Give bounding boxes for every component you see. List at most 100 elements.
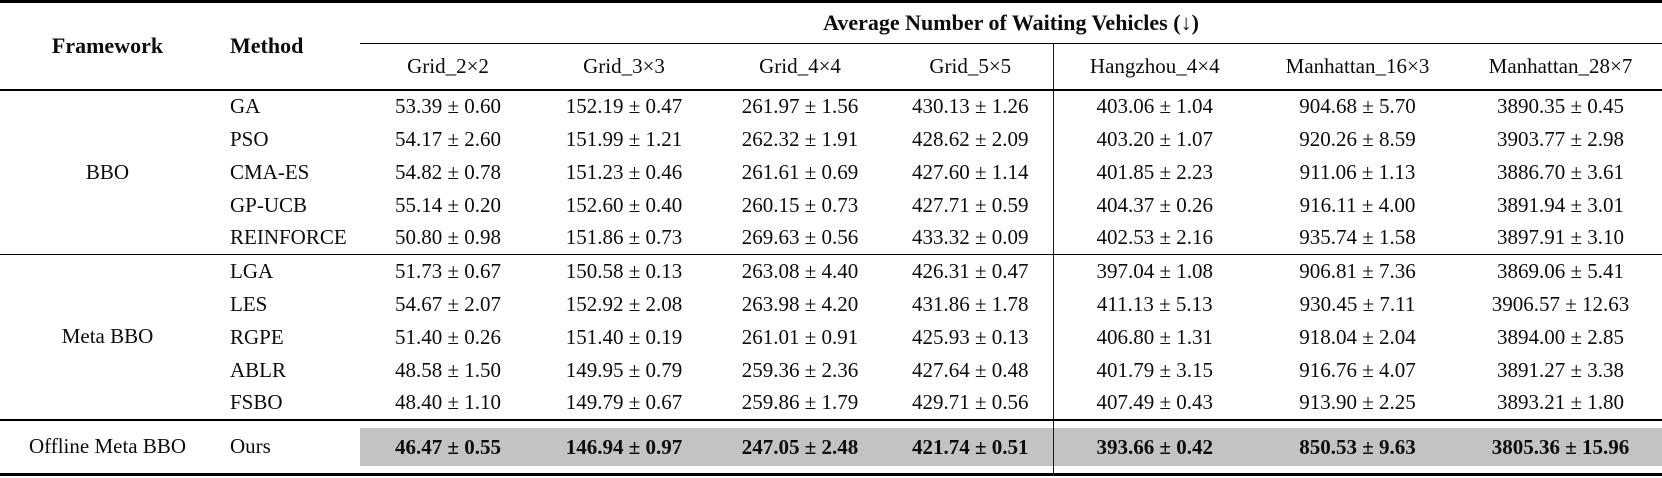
value-cell: 150.58 ± 0.13 bbox=[565, 258, 683, 283]
value-cell: 151.40 ± 0.19 bbox=[565, 324, 683, 349]
table-title: Average Number of Waiting Vehicles (↓) bbox=[360, 1, 1662, 44]
col-header-framework: Framework bbox=[51, 32, 164, 58]
value-cell: 426.31 ± 0.47 bbox=[888, 254, 1054, 288]
highlight-band: 850.53 ± 9.63 bbox=[1256, 427, 1459, 466]
col-header-manhattan28x7: Manhattan_28×7 bbox=[1488, 53, 1633, 78]
value-cell-highlighted: 393.66 ± 0.42 bbox=[1053, 420, 1256, 475]
value-cell: 151.99 ± 1.21 bbox=[565, 126, 683, 151]
col-header-grid5x5: Grid_5×5 bbox=[888, 43, 1054, 90]
highlight-band: 3805.36 ± 15.96 bbox=[1459, 427, 1662, 466]
method-cell: PSO bbox=[230, 126, 269, 151]
col-header-hangzhou4x4: Hangzhou_4×4 bbox=[1089, 53, 1220, 78]
value-cell: 920.26 ± 8.59 bbox=[1299, 126, 1416, 151]
value-cell-highlighted: 46.47 ± 0.55 bbox=[360, 420, 536, 475]
value-cell: 48.58 ± 1.50 bbox=[394, 357, 502, 382]
framework-cell: Offline Meta BBO bbox=[28, 434, 187, 458]
col-header-grid4x4: Grid_4×4 bbox=[759, 53, 841, 78]
value-cell: 51.40 ± 0.26 bbox=[394, 324, 502, 349]
group-offline-meta-bbo: Offline Meta BBO Ours 46.47 ± 0.55 146.9… bbox=[0, 419, 1662, 475]
highlight-band: 146.94 ± 0.97 bbox=[536, 427, 712, 466]
table-row: LES 54.67 ± 2.07 152.92 ± 2.08 263.98 ± … bbox=[0, 287, 1662, 321]
value-cell: 54.67 ± 2.07 bbox=[394, 291, 502, 316]
value-cell: 397.04 ± 1.08 bbox=[1096, 258, 1214, 283]
spanner-row: Framework Method Average Number of Waiti… bbox=[0, 1, 1662, 58]
value-cell: 151.86 ± 0.73 bbox=[565, 225, 683, 250]
value-cell: 263.08 ± 4.40 bbox=[741, 258, 859, 283]
value-cell: 401.85 ± 2.23 bbox=[1096, 159, 1214, 184]
value-cell: 935.74 ± 1.58 bbox=[1299, 225, 1416, 250]
col-header-manhattan16x3: Manhattan_16×3 bbox=[1285, 53, 1430, 78]
group-bbo: BBO GA 53.39 ± 0.60 152.19 ± 0.47 261.97… bbox=[0, 89, 1662, 255]
value-cell: 906.81 ± 7.36 bbox=[1299, 258, 1416, 283]
value-cell: 904.68 ± 5.70 bbox=[1299, 94, 1416, 118]
value-cell: 3886.70 ± 3.61 bbox=[1496, 159, 1625, 184]
method-cell: LGA bbox=[230, 258, 274, 283]
table-header: Framework Method Average Number of Waiti… bbox=[0, 1, 1662, 90]
col-header-grid3x3: Grid_3×3 bbox=[583, 53, 665, 78]
value-cell: 425.93 ± 0.13 bbox=[888, 320, 1054, 354]
method-cell: ABLR bbox=[230, 357, 287, 382]
method-cell: CMA-ES bbox=[230, 159, 310, 184]
value-cell: 402.53 ± 2.16 bbox=[1096, 225, 1214, 250]
value-cell: 427.71 ± 0.59 bbox=[888, 188, 1054, 222]
table-row: CMA-ES 54.82 ± 0.78 151.23 ± 0.46 261.61… bbox=[0, 155, 1662, 189]
highlight-band: 393.66 ± 0.42 bbox=[1053, 427, 1256, 466]
value-cell: 55.14 ± 0.20 bbox=[394, 192, 502, 217]
value-cell: 149.79 ± 0.67 bbox=[565, 390, 683, 414]
benchmark-header-row: Grid_2×2 Grid_3×3 Grid_4×4 Grid_5×5 Hang… bbox=[0, 43, 1662, 90]
value-cell: 911.06 ± 1.13 bbox=[1299, 159, 1416, 184]
highlight-band: 46.47 ± 0.55 bbox=[360, 427, 536, 466]
group-meta-bbo: Meta BBO LGA 51.73 ± 0.67 150.58 ± 0.13 … bbox=[0, 254, 1662, 420]
value-cell: 916.11 ± 4.00 bbox=[1299, 192, 1416, 217]
value-cell: 406.80 ± 1.31 bbox=[1096, 324, 1214, 349]
value-cell: 259.86 ± 1.79 bbox=[741, 390, 859, 414]
value-cell: 3903.77 ± 2.98 bbox=[1496, 126, 1625, 151]
value-cell: 259.36 ± 2.36 bbox=[741, 357, 859, 382]
value-cell: 404.37 ± 0.26 bbox=[1096, 192, 1214, 217]
value-cell: 428.62 ± 2.09 bbox=[888, 122, 1054, 156]
table-row-ours: Offline Meta BBO Ours 46.47 ± 0.55 146.9… bbox=[0, 419, 1662, 475]
highlight-band: 247.05 ± 2.48 bbox=[712, 427, 888, 466]
value-cell: 3869.06 ± 5.41 bbox=[1496, 258, 1625, 283]
value-cell: 260.15 ± 0.73 bbox=[741, 192, 859, 217]
method-cell: GA bbox=[230, 94, 261, 118]
col-header-method: Method bbox=[230, 32, 304, 58]
method-cell: RGPE bbox=[230, 324, 284, 349]
highlight-band: 421.74 ± 0.51 bbox=[888, 427, 1053, 466]
value-cell: 269.63 ± 0.56 bbox=[741, 225, 859, 250]
value-cell-highlighted: 247.05 ± 2.48 bbox=[712, 420, 888, 475]
value-cell: 152.60 ± 0.40 bbox=[565, 192, 683, 217]
method-cell: FSBO bbox=[230, 390, 283, 414]
value-cell: 403.06 ± 1.04 bbox=[1096, 94, 1214, 118]
table-row: ABLR 48.58 ± 1.50 149.95 ± 0.79 259.36 ±… bbox=[0, 353, 1662, 387]
value-cell: 3897.91 ± 3.10 bbox=[1496, 225, 1625, 250]
value-cell-highlighted: 3805.36 ± 15.96 bbox=[1459, 420, 1662, 475]
table-row: RGPE 51.40 ± 0.26 151.40 ± 0.19 261.01 ±… bbox=[0, 320, 1662, 354]
framework-cell: BBO bbox=[85, 159, 130, 184]
value-cell: 930.45 ± 7.11 bbox=[1299, 291, 1416, 316]
value-cell: 3890.35 ± 0.45 bbox=[1496, 94, 1625, 118]
value-cell: 3891.94 ± 3.01 bbox=[1496, 192, 1625, 217]
value-cell: 262.32 ± 1.91 bbox=[741, 126, 859, 151]
value-cell: 48.40 ± 1.10 bbox=[394, 390, 502, 414]
value-cell: 918.04 ± 2.04 bbox=[1299, 324, 1416, 349]
value-cell: 54.82 ± 0.78 bbox=[394, 159, 502, 184]
value-cell: 429.71 ± 0.56 bbox=[888, 386, 1054, 420]
value-cell: 913.90 ± 2.25 bbox=[1299, 390, 1416, 414]
value-cell: 3906.57 ± 12.63 bbox=[1491, 291, 1630, 316]
value-cell: 3891.27 ± 3.38 bbox=[1496, 357, 1625, 382]
value-cell: 433.32 ± 0.09 bbox=[888, 221, 1054, 255]
value-cell: 50.80 ± 0.98 bbox=[394, 225, 502, 250]
value-cell: 411.13 ± 5.13 bbox=[1096, 291, 1213, 316]
value-cell-highlighted: 421.74 ± 0.51 bbox=[888, 419, 1054, 474]
value-cell: 152.19 ± 0.47 bbox=[565, 94, 683, 118]
value-cell: 407.49 ± 0.43 bbox=[1096, 390, 1214, 414]
value-cell: 51.73 ± 0.67 bbox=[394, 258, 502, 283]
table-row: Meta BBO LGA 51.73 ± 0.67 150.58 ± 0.13 … bbox=[0, 254, 1662, 348]
value-cell: 149.95 ± 0.79 bbox=[565, 357, 683, 382]
value-cell: 403.20 ± 1.07 bbox=[1096, 126, 1214, 151]
method-cell: LES bbox=[230, 291, 268, 316]
value-cell: 151.23 ± 0.46 bbox=[565, 159, 683, 184]
